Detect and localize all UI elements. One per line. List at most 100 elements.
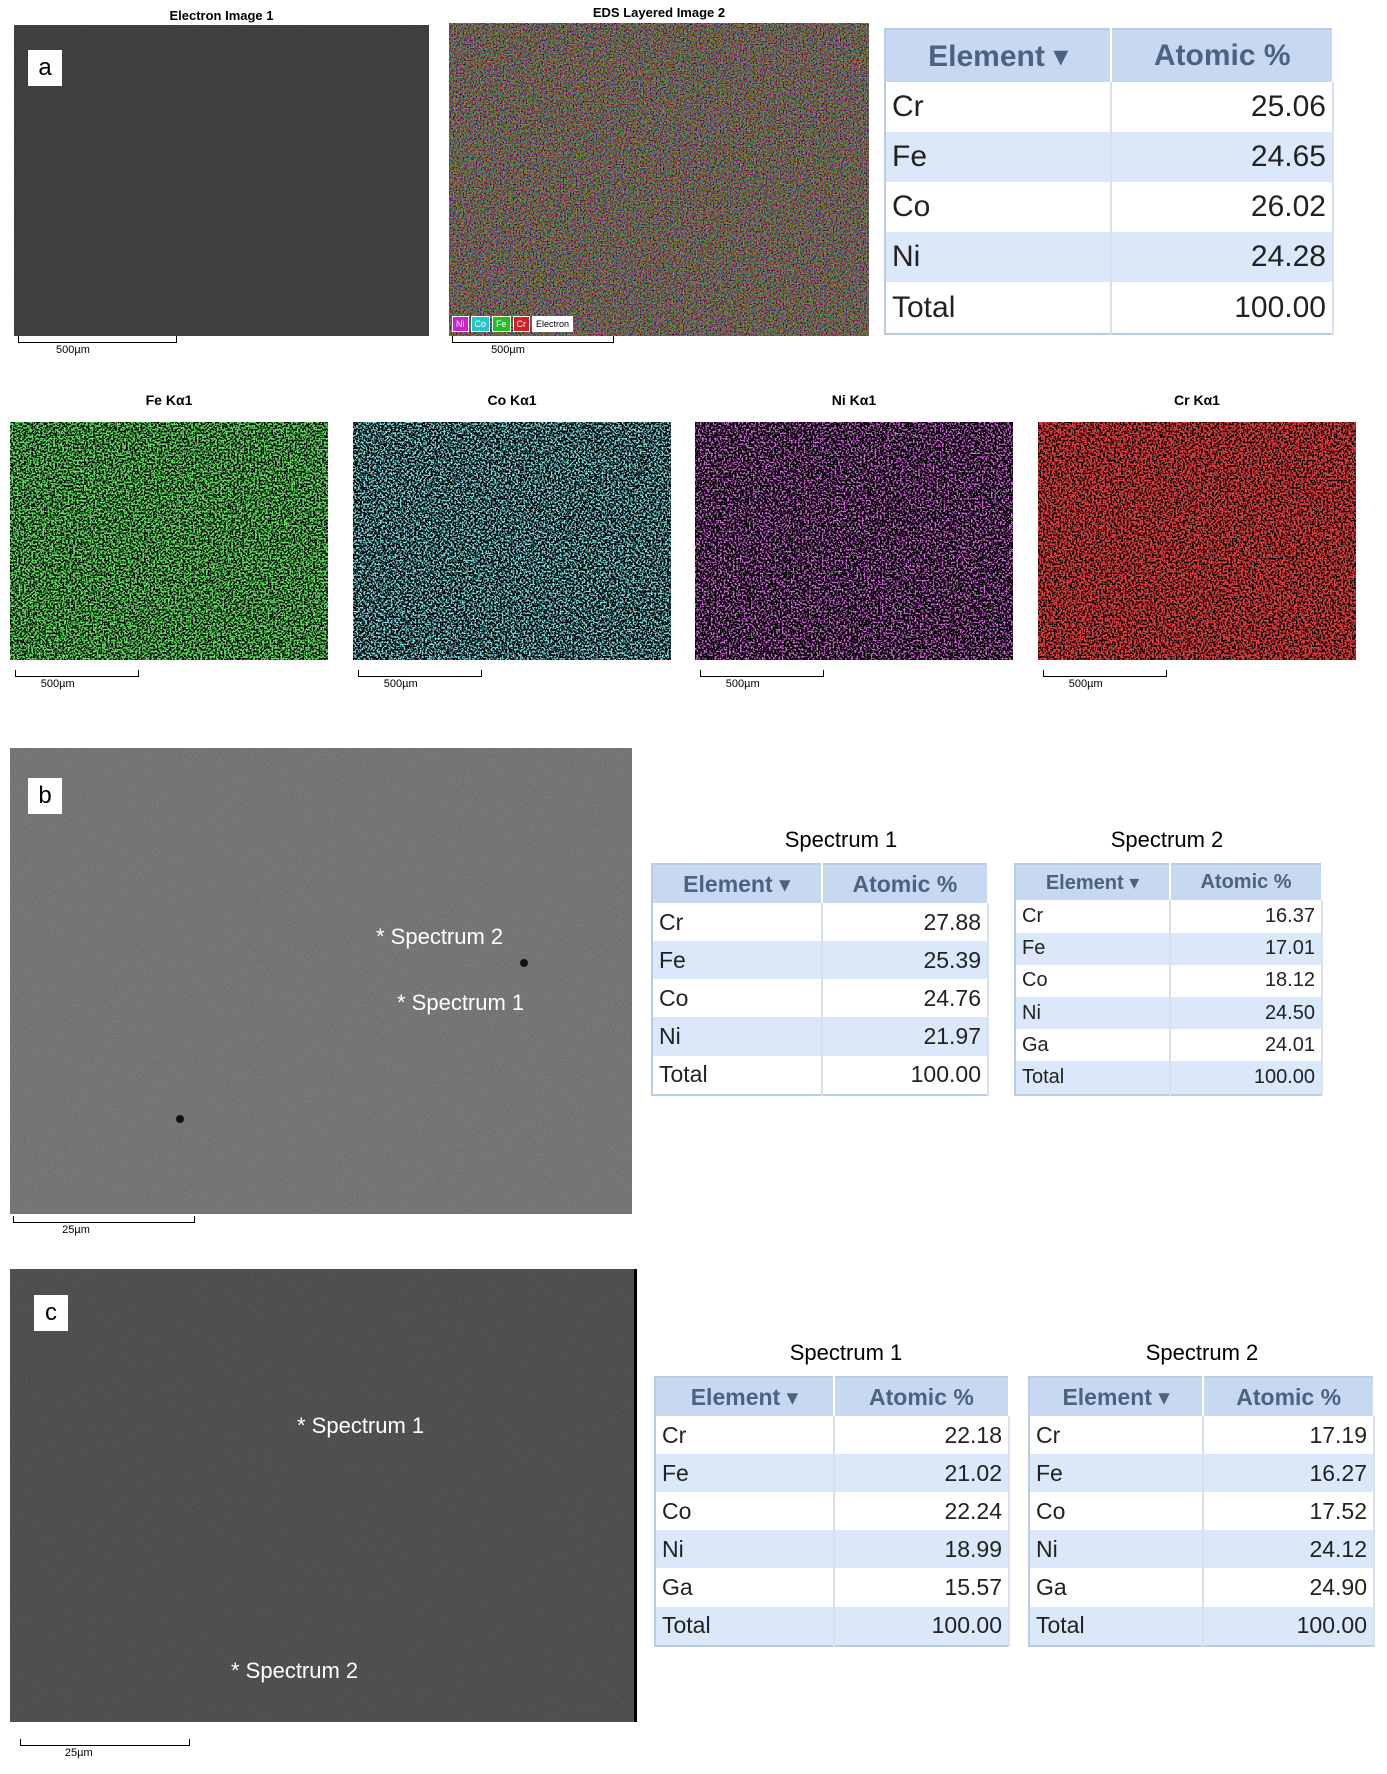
table-cell: Cr — [652, 903, 823, 942]
header-row: Element ▾ Atomic % — [1029, 1377, 1375, 1417]
table-row: Co 22.24 — [655, 1492, 1011, 1531]
scale-bar — [358, 670, 482, 677]
table-cell: 24.01 — [1170, 1029, 1323, 1062]
eds-table: Element ▾ Atomic % Cr 25.06 Fe 24.65 Co 26.02 Ni… — [884, 28, 1334, 335]
map-title: Co Kα1 — [487, 392, 537, 408]
header-cell: Element ▾ — [1015, 864, 1172, 901]
eds-table: Element ▾ Atomic % Cr 22.18 Fe 21.02 Co 22.24 Ni… — [654, 1376, 1011, 1647]
table-cell: Fe — [1015, 932, 1172, 965]
spectrum-marker: * Spectrum 2 — [231, 1658, 359, 1683]
table-row: Fe 17.01 — [1015, 932, 1323, 965]
table-cell: Ni — [655, 1530, 835, 1569]
table-row: Fe 21.02 — [655, 1454, 1011, 1493]
scale-label: 500µm — [1068, 678, 1103, 690]
table-row: Co 17.52 — [1029, 1492, 1375, 1531]
header-row: Element ▾ Atomic % — [1015, 864, 1323, 901]
sem-image-c — [10, 1269, 637, 1722]
scale-label: 500µm — [491, 344, 525, 356]
map-title: Cr Kα1 — [1174, 392, 1220, 408]
table-row: Fe 24.65 — [885, 132, 1334, 183]
legend-item: Ni — [452, 316, 469, 332]
table-row: Cr 22.18 — [655, 1416, 1011, 1455]
table-cell: 17.01 — [1170, 932, 1323, 965]
spectrum-marker: * Spectrum 1 — [397, 990, 525, 1015]
table-row: Total 100.00 — [652, 1055, 990, 1095]
table-cell: Ni — [1015, 996, 1172, 1030]
eds-table: Element ▾ Atomic % Cr 27.88 Fe 25.39 Co 24.76 Ni… — [651, 863, 990, 1096]
table-cell: Ni — [1029, 1530, 1205, 1569]
table-cell: 17.52 — [1203, 1492, 1375, 1531]
table-cell: 22.24 — [833, 1492, 1011, 1531]
table-cell: Fe — [652, 941, 823, 980]
table-box: Element ▾ Atomic % Cr 17.19 Fe 16.27 Co 17.52 Ni… — [1028, 1376, 1375, 1647]
image-title: Electron Image 1 — [169, 8, 274, 23]
table-cell: 22.18 — [833, 1416, 1011, 1455]
table-cell: 21.97 — [821, 1017, 990, 1056]
table-cell: 16.27 — [1203, 1454, 1375, 1493]
table-box: Element ▾ Atomic % Cr 22.18 Fe 21.02 Co 22.24 Ni… — [654, 1376, 1011, 1647]
eds-table: Element ▾ Atomic % Cr 16.37 Fe 17.01 Co 18.12 Ni… — [1014, 863, 1323, 1096]
scale-bar — [15, 670, 139, 677]
table-row: Co 24.76 — [652, 979, 990, 1018]
table-cell: Co — [652, 979, 823, 1018]
element-map — [1038, 422, 1356, 660]
table-cell: Co — [655, 1492, 835, 1531]
table-cell: Fe — [1029, 1454, 1205, 1493]
table-cell: Total — [652, 1055, 823, 1095]
table-cell: 100.00 — [821, 1055, 990, 1095]
header-cell: Element ▾ — [885, 29, 1113, 83]
scale-label: 25µm — [64, 1747, 93, 1759]
legend-item: Co — [470, 316, 491, 332]
table-cell: 25.39 — [821, 941, 990, 980]
header-cell: Atomic % — [1170, 864, 1323, 901]
scale-label: 500µm — [725, 678, 760, 690]
spectrum-marker: * Spectrum 2 — [376, 924, 504, 949]
table-cell: 24.65 — [1111, 132, 1334, 183]
table-row: Ga 24.90 — [1029, 1568, 1375, 1607]
table-title: Spectrum 1 — [789, 1340, 903, 1365]
spectrum-marker: * Spectrum 1 — [297, 1413, 425, 1438]
table-row: Total 100.00 — [655, 1606, 1011, 1646]
header-cell: Element ▾ — [652, 864, 823, 904]
panel-label: a — [28, 50, 62, 86]
element-map — [10, 422, 328, 660]
table-cell: 21.02 — [833, 1454, 1011, 1493]
table-cell: 24.76 — [821, 979, 990, 1018]
legend-item: Electron — [532, 316, 574, 332]
table-row: Ni 18.99 — [655, 1530, 1011, 1569]
table-row: Fe 16.27 — [1029, 1454, 1375, 1493]
map-noise — [10, 422, 328, 660]
table-cell: Co — [1029, 1492, 1205, 1531]
table-cell: 17.19 — [1203, 1416, 1375, 1455]
legend-item: Cr — [512, 316, 531, 332]
eds-table: Element ▾ Atomic % Cr 17.19 Fe 16.27 Co 17.52 Ni… — [1028, 1376, 1375, 1647]
table-cell: Fe — [885, 132, 1113, 183]
table-cell: Total — [655, 1606, 835, 1646]
map-title: Ni Kα1 — [831, 392, 877, 408]
scale-bar — [452, 336, 614, 343]
table-row: Cr 17.19 — [1029, 1416, 1375, 1455]
table-cell: 26.02 — [1111, 182, 1334, 233]
table-cell: Total — [1015, 1061, 1172, 1095]
table-row: Ga 15.57 — [655, 1568, 1011, 1607]
table-row: Co 26.02 — [885, 182, 1334, 233]
table-cell: Total — [1029, 1606, 1205, 1646]
map-noise — [353, 422, 671, 660]
table-row: Cr 27.88 — [652, 903, 990, 942]
table-row: Total 100.00 — [885, 282, 1334, 334]
table-cell: Ni — [885, 232, 1113, 283]
table-cell: Ga — [1015, 1029, 1172, 1062]
scale-label: 25µm — [62, 1224, 90, 1236]
table-cell: Ga — [1029, 1568, 1205, 1607]
table-cell: Ga — [655, 1568, 835, 1607]
scale-bar — [700, 670, 824, 677]
scale-label: 500µm — [40, 678, 75, 690]
table-cell: 15.57 — [833, 1568, 1011, 1607]
table-row: Cr 25.06 — [885, 82, 1334, 133]
sem-image-b — [10, 748, 632, 1214]
header-cell: Atomic % — [1111, 29, 1334, 83]
scale-bar — [13, 1216, 195, 1223]
table-row: Cr 16.37 — [1015, 900, 1323, 933]
table-cell: 24.28 — [1111, 232, 1334, 283]
